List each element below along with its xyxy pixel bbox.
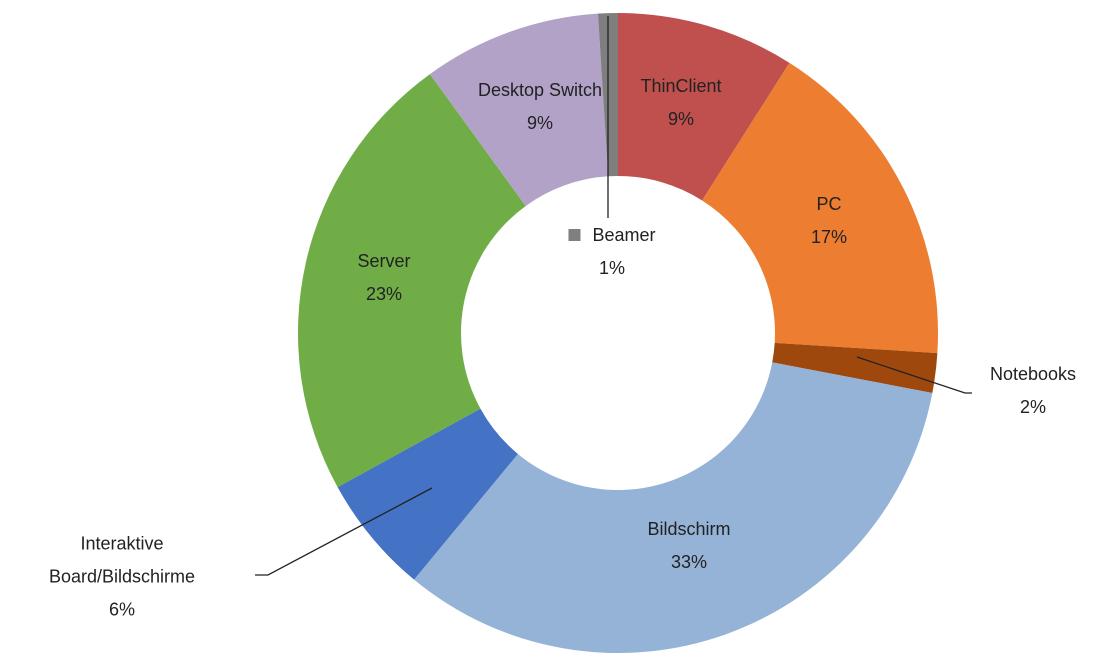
category-label: Desktop Switch bbox=[477, 80, 603, 100]
value-label: 1% bbox=[598, 258, 625, 278]
value-label: 17% bbox=[810, 227, 848, 247]
donut-segment bbox=[337, 408, 518, 580]
data-label: Beamer 1% bbox=[568, 219, 656, 285]
data-label: Notebooks 2% bbox=[990, 358, 1076, 424]
value-label: 9% bbox=[667, 109, 695, 129]
donut-segment bbox=[772, 342, 938, 393]
category-label: Interaktive Board/Bildschirme bbox=[48, 533, 196, 587]
value-label: 23% bbox=[365, 284, 403, 304]
value-label: 33% bbox=[670, 552, 708, 572]
category-label: ThinClient bbox=[640, 76, 722, 96]
donut-segment bbox=[618, 13, 790, 201]
data-label: Interaktive Board/Bildschirme 6% bbox=[27, 528, 217, 627]
value-label: 9% bbox=[526, 113, 553, 133]
value-label: 2% bbox=[1019, 397, 1046, 417]
category-label: Server bbox=[357, 251, 411, 271]
data-label: ThinClient 9% bbox=[640, 70, 721, 136]
leader-line bbox=[856, 356, 972, 394]
value-label: 6% bbox=[108, 599, 135, 620]
data-label: Bildschirm 33% bbox=[647, 513, 730, 579]
donut-segment bbox=[702, 62, 938, 354]
category-label: PC bbox=[816, 194, 842, 214]
legend-key bbox=[568, 229, 581, 241]
category-label: Notebooks bbox=[989, 364, 1077, 384]
donut-segment bbox=[298, 74, 526, 488]
donut-segment bbox=[414, 362, 933, 653]
data-label: Server 23% bbox=[357, 245, 410, 311]
data-label: PC 17% bbox=[811, 188, 847, 254]
category-label: Beamer bbox=[592, 225, 656, 245]
category-label: Bildschirm bbox=[647, 519, 731, 539]
leader-line bbox=[255, 487, 433, 576]
donut-segment bbox=[429, 13, 609, 206]
data-label: Desktop Switch 9% bbox=[478, 74, 602, 140]
